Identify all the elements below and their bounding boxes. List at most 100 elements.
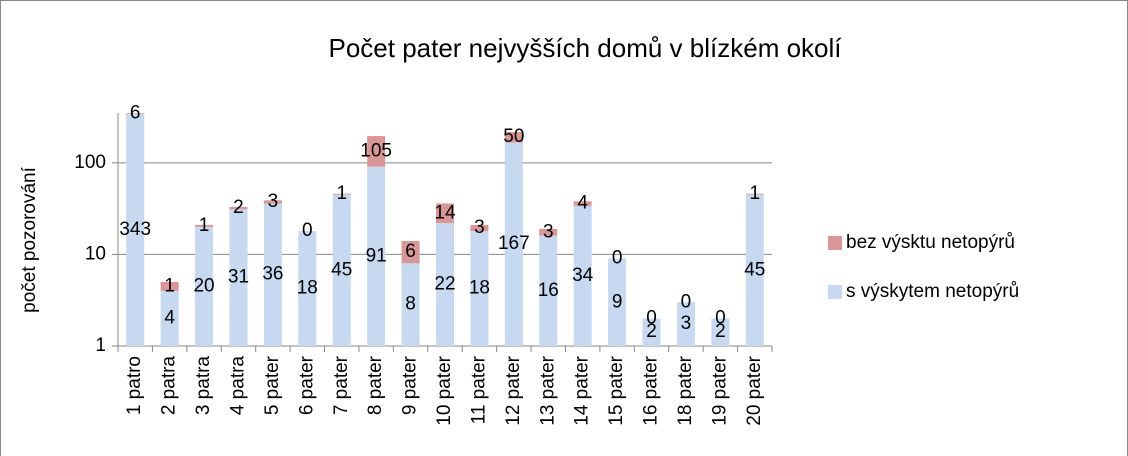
data-label: 0 [715,307,726,328]
data-label: 2 [646,321,657,342]
bar-segment [160,290,179,346]
x-tick-label: 11 pater [468,355,489,424]
bar-segment [504,132,523,143]
x-tick-label: 14 pater [572,355,593,425]
bar-segment [263,200,282,204]
bar-segment [745,194,764,346]
data-label: 2 [233,197,244,218]
data-label: 22 [434,274,455,295]
bar-segment [642,318,661,346]
bar-segment [401,263,420,346]
bar-segment [573,201,592,206]
x-tick-label: 15 pater [606,355,627,425]
data-label: 91 [366,245,387,266]
data-label: 9 [612,291,623,312]
data-label: 1 [336,183,347,204]
x-tick-label: 16 pater [641,355,662,425]
data-label: 4 [577,193,588,214]
x-tick-label: 3 patra [193,356,214,416]
data-label: 0 [302,220,313,241]
data-label: 18 [297,278,318,299]
data-label: 0 [646,307,657,328]
bar-segment [436,203,454,224]
data-label: 4 [164,307,175,328]
x-tick-label: 12 pater [503,355,524,425]
bar-segment [263,203,282,346]
bar-segment [608,258,627,346]
data-label: 3 [681,313,692,334]
legend-swatch [828,285,842,299]
chart-title: Počet pater nejvyšších domů v blízkém ok… [328,33,842,63]
data-label: 34 [572,265,594,286]
data-label: 1 [199,215,210,236]
bar-segment [332,194,351,346]
data-label: 20 [193,275,214,296]
bar-segment [470,231,489,346]
bar-segment [367,166,386,346]
data-label: 14 [434,202,456,223]
bar-segment [711,318,730,346]
y-tick-label: 10 [85,243,106,264]
data-label: 0 [612,248,623,269]
bar-segment [573,205,592,346]
y-axis-label: počet pozorování [19,166,40,312]
bar-segment [195,226,214,346]
x-tick-label: 9 pater [400,355,421,415]
legend-label: bez výsktu netopýrů [846,232,1015,253]
x-tick-label: 7 pater [331,355,352,415]
data-label: 3 [474,217,485,238]
bar-segment [401,241,420,264]
x-tick-label: 6 pater [296,355,317,415]
x-tick-label: 8 pater [365,355,386,415]
x-tick-label: 20 pater [744,355,765,425]
data-label: 50 [503,126,524,147]
bar-segment [504,142,523,346]
x-tick-label: 18 pater [675,355,696,425]
data-label: 18 [469,278,490,299]
x-tick-label: 4 patra [227,356,248,416]
y-tick-label: 100 [74,152,106,173]
data-label: 1 [750,183,761,204]
data-label: 45 [744,259,765,280]
bar-segment [367,136,386,167]
data-label: 8 [405,294,416,315]
x-tick-label: 1 patro [124,356,145,415]
data-label: 6 [405,241,416,262]
bar-segment [229,206,248,210]
legend-swatch [828,236,842,250]
bar-segment [745,193,764,195]
bar-segment [126,113,145,347]
bar-segment [298,231,317,346]
data-label: 16 [538,280,559,301]
bar-segment [436,223,454,346]
y-tick-label: 1 [95,335,106,356]
x-tick-label: 10 pater [434,355,455,425]
bar-segment [332,193,351,195]
bar-segment [676,302,695,346]
x-tick-label: 13 pater [537,355,558,425]
data-label: 343 [119,219,151,240]
bar-segment [229,209,248,346]
data-label: 6 [130,102,141,123]
data-label: 3 [543,221,554,242]
bar-segment [126,113,145,114]
bar-segment [470,224,489,232]
data-label: 0 [681,291,692,312]
bar-segment [539,228,558,236]
x-tick-label: 2 patra [159,356,180,416]
data-label: 3 [268,191,279,212]
data-label: 1 [164,275,175,296]
x-tick-label: 5 pater [262,355,283,415]
data-label: 2 [715,321,726,342]
bar-segment [160,281,179,291]
legend-label: s výskytem netopýrů [846,281,1019,302]
data-label: 31 [228,267,249,288]
bar-segment [195,224,214,227]
bar-segment [539,235,558,346]
data-label: 36 [262,264,283,285]
data-label: 167 [498,233,530,254]
data-label: 105 [360,140,392,161]
data-label: 45 [331,259,352,280]
